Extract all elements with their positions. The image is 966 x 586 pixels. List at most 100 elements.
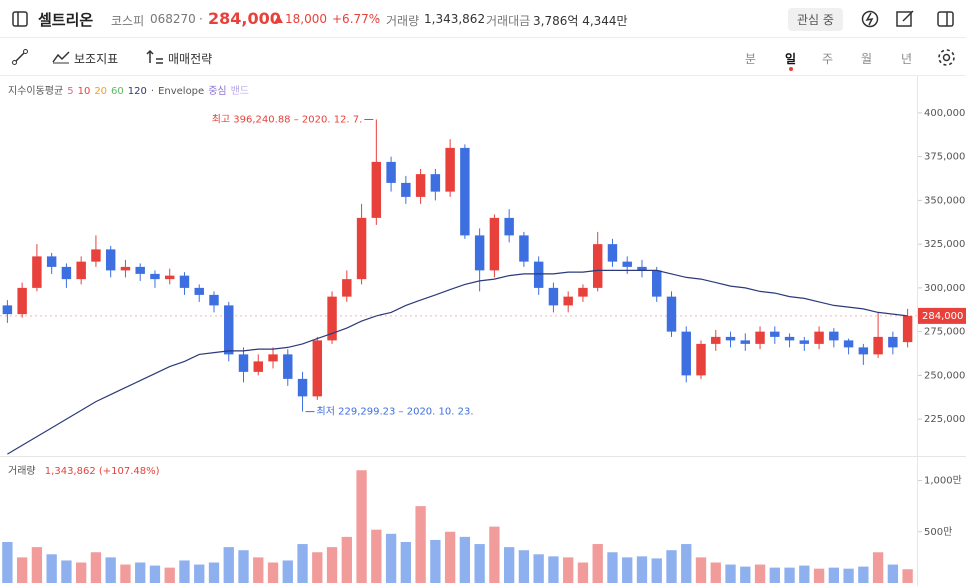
candle-body	[799, 340, 810, 344]
candle-body	[888, 336, 898, 348]
separator: ·	[199, 12, 203, 26]
candle-body	[637, 266, 647, 271]
period-tab[interactable]: 주	[822, 52, 834, 66]
draw-icon[interactable]	[12, 49, 28, 65]
legend-item: 20	[94, 86, 108, 97]
volume-bar	[267, 562, 279, 583]
candle-body	[224, 305, 234, 355]
period-tab[interactable]: 일	[785, 52, 797, 66]
volume-bar	[902, 569, 913, 583]
period-tab[interactable]: 월	[861, 52, 873, 66]
candle-body	[725, 336, 736, 341]
candle-body	[327, 296, 337, 341]
candle-body	[460, 147, 470, 236]
separator: ·	[150, 86, 155, 97]
price-tag	[918, 307, 966, 324]
candle-body	[858, 347, 869, 355]
volume-bar	[843, 568, 854, 583]
y-tick-label: 325,000	[924, 239, 965, 250]
sidebar-icon[interactable]	[12, 11, 28, 27]
y-tick-label: 1,000만	[924, 475, 962, 487]
strategy-button[interactable]: 매매전략	[168, 52, 213, 66]
volume-bar	[563, 557, 574, 583]
volume-bar	[61, 560, 72, 583]
candle-body	[179, 275, 190, 288]
candle-body	[150, 273, 160, 280]
volume-bar	[636, 556, 648, 583]
indicator-button[interactable]: 보조지표	[74, 52, 119, 66]
volume-bar	[385, 533, 397, 583]
candle-body	[76, 261, 86, 280]
candle-body	[504, 217, 514, 236]
candle-body	[784, 336, 795, 341]
y-tick-label: 300,000	[924, 283, 965, 294]
volume-bar	[208, 562, 220, 583]
legend-title: 지수이동평균	[8, 86, 64, 97]
candle-body	[755, 331, 765, 344]
header: 셀트리온 코스피 068270 · 284,000 18,000 +6.77% …	[0, 0, 966, 38]
candle-body	[902, 315, 913, 343]
candle-body	[2, 305, 13, 315]
candle-body	[135, 266, 145, 274]
candle-body	[356, 217, 367, 280]
volume-bar	[223, 547, 234, 583]
edit-icon[interactable]	[896, 10, 914, 28]
separator: ·	[376, 12, 380, 26]
settings-icon[interactable]	[937, 48, 956, 67]
volume-bar	[444, 531, 456, 583]
period-tab[interactable]: 년	[901, 52, 913, 66]
volume-bar	[872, 552, 884, 583]
volume-bar	[828, 567, 839, 583]
candle-body	[297, 378, 308, 397]
up-arrow	[274, 15, 283, 23]
watch-button[interactable]: 관심 중	[788, 8, 843, 31]
toolbar: 보조지표 매매전략 분 일 주 월 년	[0, 38, 966, 76]
volume-bar	[430, 539, 441, 583]
candle-body	[194, 287, 204, 295]
candle-body	[238, 354, 249, 372]
y-tick-label: 350,000	[924, 195, 965, 206]
candle-body	[519, 235, 529, 262]
volume-bar	[503, 547, 515, 583]
candle-body	[17, 287, 27, 315]
amount-label: 거래대금	[486, 14, 531, 28]
indicator-icon[interactable]	[52, 50, 70, 64]
strategy-icon[interactable]	[146, 49, 164, 65]
period-tab[interactable]: 분	[745, 52, 757, 66]
volume-bar	[459, 536, 471, 583]
candle-body	[666, 296, 677, 332]
volume-bar	[887, 564, 899, 583]
candle-body	[829, 331, 839, 341]
panel-icon[interactable]	[937, 11, 954, 27]
candle-body	[415, 174, 426, 197]
legend-item: 60	[111, 86, 124, 97]
y-tick-label: 500만	[924, 526, 952, 538]
volume-bar	[577, 562, 589, 583]
candle-body	[622, 261, 632, 267]
candle-body	[652, 270, 662, 297]
volume-bar	[282, 560, 293, 583]
volume-bar	[769, 567, 780, 583]
candle-body	[770, 331, 780, 337]
volume-bar	[90, 552, 102, 583]
candle-body	[401, 182, 411, 197]
volume-bar	[179, 560, 190, 583]
volume-bar	[2, 542, 13, 583]
chart: 225,000 250,000 275,000 300,000 325,000 350,0…	[0, 76, 966, 586]
volume-bar	[312, 552, 323, 583]
volume-bar	[341, 536, 352, 583]
volume-bar	[356, 470, 367, 583]
flash-icon[interactable]	[861, 10, 879, 28]
y-tick-label: 225,000	[924, 414, 965, 425]
candle-body	[592, 244, 603, 288]
volume-bar	[725, 564, 736, 583]
volume-title: 거래량	[8, 466, 36, 477]
candle-body	[386, 161, 396, 183]
volume-bar	[194, 564, 205, 583]
volume-bar	[858, 566, 869, 583]
stock-name: 셀트리온	[38, 11, 94, 29]
volume-bar	[784, 567, 795, 583]
volume-bar	[533, 554, 544, 583]
volume-bar	[253, 557, 264, 583]
